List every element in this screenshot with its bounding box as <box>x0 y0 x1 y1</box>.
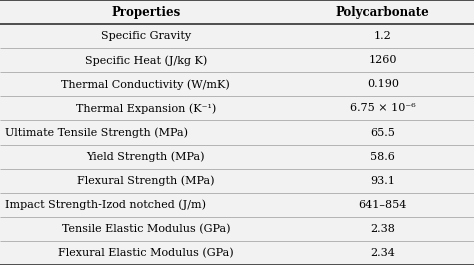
Text: 1260: 1260 <box>368 55 397 65</box>
Text: 0.190: 0.190 <box>367 79 399 89</box>
Text: Specific Heat (J/kg K): Specific Heat (J/kg K) <box>85 55 207 65</box>
Text: Thermal Expansion (K⁻¹): Thermal Expansion (K⁻¹) <box>76 103 216 114</box>
Text: Tensile Elastic Modulus (GPa): Tensile Elastic Modulus (GPa) <box>62 224 230 234</box>
Text: 65.5: 65.5 <box>370 127 395 138</box>
Text: 2.34: 2.34 <box>370 248 395 258</box>
Text: 1.2: 1.2 <box>374 31 392 41</box>
Text: 2.38: 2.38 <box>370 224 395 234</box>
Text: Flexural Elastic Modulus (GPa): Flexural Elastic Modulus (GPa) <box>58 248 234 258</box>
Text: Ultimate Tensile Strength (MPa): Ultimate Tensile Strength (MPa) <box>5 127 188 138</box>
Text: Yield Strength (MPa): Yield Strength (MPa) <box>86 151 205 162</box>
Text: 641–854: 641–854 <box>358 200 407 210</box>
Text: Specific Gravity: Specific Gravity <box>100 31 191 41</box>
Text: Flexural Strength (MPa): Flexural Strength (MPa) <box>77 175 215 186</box>
Text: 6.75 × 10⁻⁶: 6.75 × 10⁻⁶ <box>350 103 416 113</box>
Text: Polycarbonate: Polycarbonate <box>336 6 429 19</box>
Text: Thermal Conductivity (W/mK): Thermal Conductivity (W/mK) <box>61 79 230 90</box>
Text: Properties: Properties <box>111 6 181 19</box>
Text: 93.1: 93.1 <box>370 176 395 186</box>
Text: 58.6: 58.6 <box>370 152 395 162</box>
Text: Impact Strength-Izod notched (J/m): Impact Strength-Izod notched (J/m) <box>5 200 206 210</box>
